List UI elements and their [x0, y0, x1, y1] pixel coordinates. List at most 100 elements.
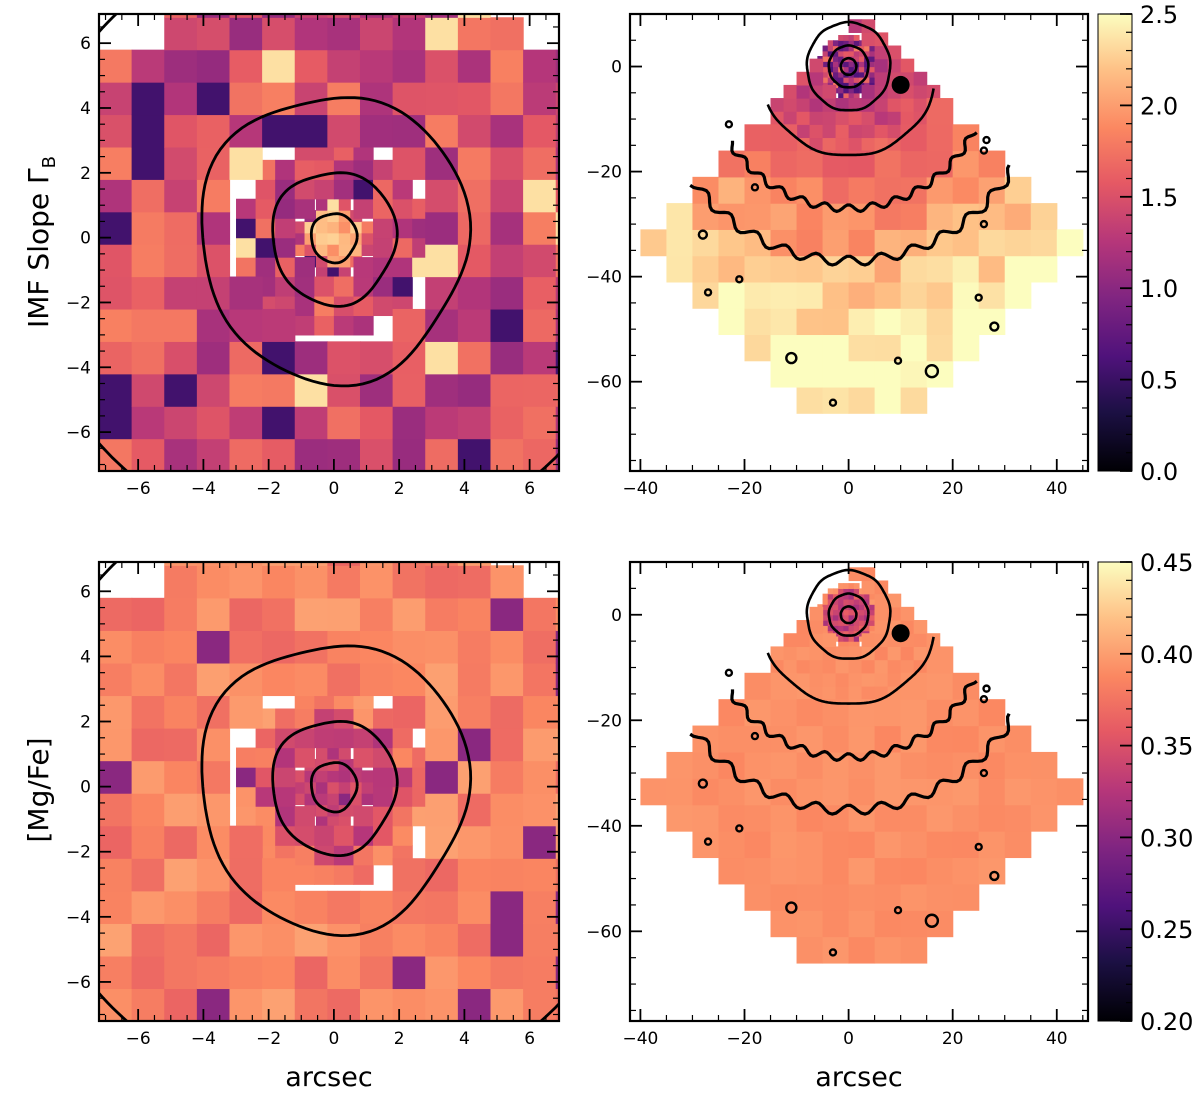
voronoi-bin [666, 778, 694, 806]
voronoi-bin [99, 49, 133, 83]
voronoi-bin [275, 218, 296, 239]
voronoi-bin [848, 229, 876, 257]
voronoi-bin [843, 593, 850, 600]
voronoi-bin [848, 87, 855, 94]
voronoi-bin [490, 373, 524, 407]
voronoi-bin [294, 14, 328, 18]
x-tick-label: 6 [524, 479, 535, 499]
voronoi-bin [887, 646, 902, 661]
voronoi-bin [425, 114, 459, 148]
x-tick-label: 40 [1046, 1029, 1068, 1049]
voronoi-bin [315, 747, 328, 760]
voronoi-bin [523, 211, 557, 245]
voronoi-bin [978, 699, 1006, 727]
voronoi-bin [861, 672, 876, 687]
voronoi-bin [373, 276, 394, 297]
voronoi-bin [900, 804, 928, 832]
voronoi-bin [229, 597, 263, 631]
voronoi-bin [131, 695, 165, 729]
voronoi-bin [838, 40, 844, 47]
voronoi-bin [523, 858, 557, 892]
voronoi-bin [350, 244, 363, 257]
voronoi-bin [770, 281, 798, 309]
voronoi-bin [131, 406, 165, 440]
voronoi-bin [229, 14, 263, 18]
x-tick-label: 4 [459, 479, 470, 499]
voronoi-bin [196, 565, 231, 599]
y-tick-label: 6 [80, 582, 91, 602]
voronoi-bin [457, 276, 492, 310]
voronoi-bin [490, 308, 524, 342]
voronoi-bin [275, 825, 296, 846]
voronoi-bin [555, 244, 559, 278]
voronoi-bin [838, 620, 844, 626]
voronoi-bin [926, 751, 954, 779]
voronoi-bin [796, 150, 824, 178]
voronoi-bin [853, 583, 860, 589]
voronoi-bin [229, 890, 263, 924]
voronoi-bin [796, 778, 824, 806]
voronoi-bin [131, 630, 165, 664]
voronoi-bin [900, 936, 928, 964]
voronoi-bin [457, 438, 492, 471]
voronoi-bin [952, 176, 980, 204]
voronoi-bin [744, 831, 772, 859]
voronoi-bin [1030, 229, 1058, 257]
voronoi-bin [832, 614, 839, 621]
voronoi-bin [196, 890, 231, 924]
voronoi-bin [392, 565, 426, 599]
voronoi-bin [827, 593, 834, 600]
voronoi-bin [874, 672, 889, 687]
voronoi-bin [555, 793, 559, 827]
voronoi-bin [827, 45, 834, 52]
masked-source [924, 363, 940, 379]
voronoi-bin [359, 597, 394, 631]
x-tick-label: −6 [126, 479, 151, 499]
voronoi-bin [926, 334, 954, 362]
voronoi-bin [555, 146, 559, 180]
voronoi-bin [294, 114, 328, 148]
voronoi-bin [392, 257, 413, 278]
masked-source [724, 120, 734, 129]
x-tick-label: −20 [727, 479, 763, 499]
voronoi-bin [359, 49, 394, 83]
voronoi-bin [809, 646, 824, 661]
voronoi-bin [425, 793, 459, 827]
voronoi-bin [229, 923, 263, 957]
voronoi-bin [275, 747, 296, 768]
voronoi-bin [838, 71, 844, 78]
voronoi-bin [853, 40, 860, 47]
voronoi-bin [555, 49, 559, 83]
voronoi-bin [327, 597, 361, 631]
voronoi-bin [796, 633, 811, 648]
voronoi-bin [236, 767, 257, 788]
voronoi-bin [457, 695, 492, 729]
voronoi-bin [666, 255, 694, 283]
masked-source [703, 288, 713, 297]
voronoi-bin [327, 266, 340, 279]
voronoi-bin [848, 45, 855, 52]
voronoi-bin [1004, 831, 1032, 859]
voronoi-bin [853, 92, 860, 99]
voronoi-bin [859, 61, 865, 68]
voronoi-bin [900, 659, 915, 674]
voronoi-bin [838, 583, 844, 589]
voronoi-bin [294, 295, 315, 317]
voronoi-bin [796, 334, 824, 362]
voronoi-bin [164, 760, 198, 794]
voronoi-bin [861, 659, 876, 674]
voronoi-bin [874, 620, 889, 634]
voronoi-bin [359, 565, 394, 599]
voronoi-bin [827, 77, 834, 83]
voronoi-bin [327, 49, 361, 83]
voronoi-bin [859, 620, 865, 626]
voronoi-bin [523, 760, 557, 794]
voronoi-bin [359, 988, 394, 1021]
voronoi-bin [373, 825, 394, 846]
voronoi-bin [327, 955, 361, 990]
voronoi-bin [848, 883, 876, 911]
isophote-contour [538, 451, 559, 471]
voronoi-bin [490, 179, 524, 213]
voronoi-bin [523, 114, 557, 148]
voronoi-bin [555, 858, 559, 892]
